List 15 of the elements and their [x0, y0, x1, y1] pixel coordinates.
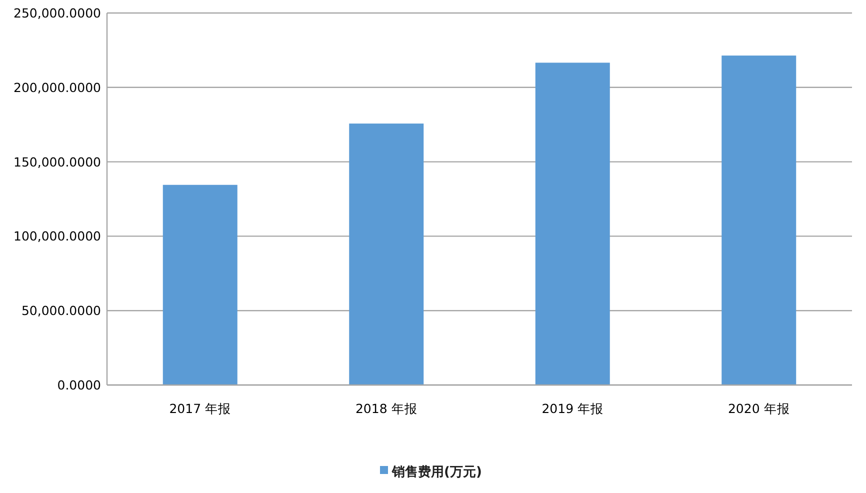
y-tick-label: 100,000.0000 [14, 228, 102, 244]
x-tick-label: 2017 年报 [169, 401, 232, 416]
legend-label: 销售费用(万元) [391, 465, 482, 480]
bar [349, 124, 424, 385]
x-tick-label: 2018 年报 [355, 401, 418, 416]
y-tick-label: 150,000.0000 [14, 154, 102, 170]
y-tick-label: 200,000.0000 [14, 80, 102, 95]
bar [162, 184, 238, 385]
x-tick-label: 2020 年报 [728, 401, 790, 416]
y-tick-label: 0.0000 [57, 378, 102, 392]
y-tick-label: 250,000.0000 [14, 6, 102, 20]
bar [535, 62, 610, 385]
bar [722, 56, 796, 385]
x-tick-label: 2019 年报 [542, 401, 604, 416]
y-tick-label: 50,000.0000 [21, 303, 102, 318]
